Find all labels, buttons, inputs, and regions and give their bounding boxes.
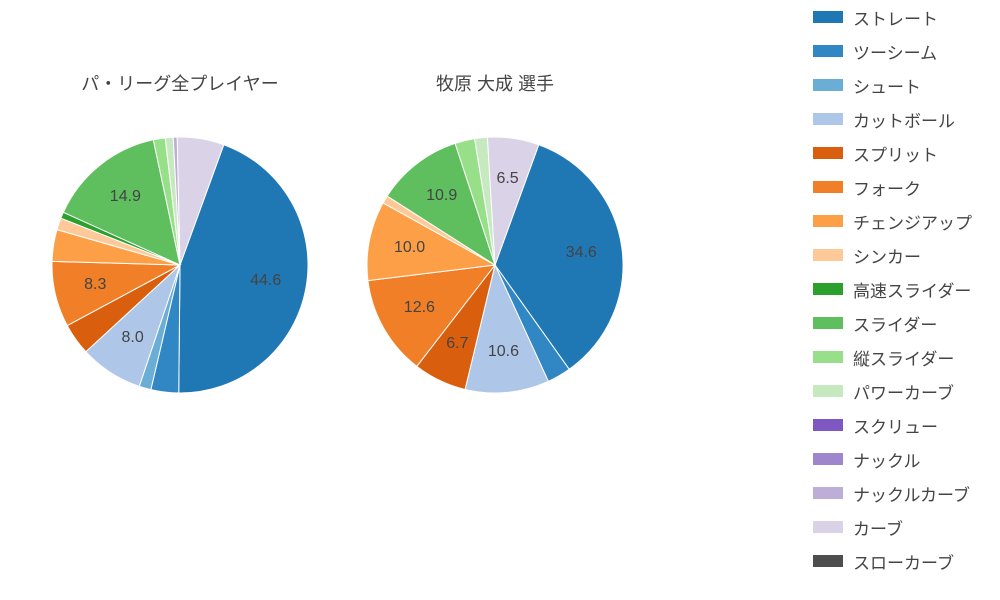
legend-item-shoot: シュート bbox=[813, 68, 972, 102]
legend-label: 高速スライダー bbox=[853, 277, 971, 302]
legend-label: シュート bbox=[853, 73, 921, 98]
legend-swatch bbox=[813, 555, 843, 567]
legend-item-sinker: シンカー bbox=[813, 238, 972, 272]
slice-label: 8.3 bbox=[84, 276, 106, 294]
slice-label: 6.7 bbox=[446, 335, 468, 353]
legend-label: ツーシーム bbox=[853, 39, 937, 64]
legend-label: シンカー bbox=[853, 243, 921, 268]
slice-label: 44.6 bbox=[250, 272, 281, 290]
slice-label: 10.0 bbox=[394, 239, 425, 257]
legend-swatch bbox=[813, 283, 843, 295]
legend-swatch bbox=[813, 521, 843, 533]
legend-label: 縦スライダー bbox=[853, 345, 954, 370]
legend-label: ストレート bbox=[853, 5, 938, 30]
legend-label: スクリュー bbox=[853, 413, 938, 438]
legend-item-split: スプリット bbox=[813, 136, 972, 170]
legend-swatch bbox=[813, 11, 843, 23]
legend-label: パワーカーブ bbox=[853, 379, 954, 404]
legend-item-two_seam: ツーシーム bbox=[813, 34, 972, 68]
legend-swatch bbox=[813, 249, 843, 261]
legend-label: チェンジアップ bbox=[853, 209, 972, 234]
legend-item-cutball: カットボール bbox=[813, 102, 972, 136]
chart-title-league: パ・リーグ全プレイヤー bbox=[81, 70, 278, 96]
slice-label: 34.6 bbox=[566, 244, 597, 262]
legend-item-straight: ストレート bbox=[813, 0, 972, 34]
legend-label: カーブ bbox=[853, 515, 903, 540]
legend-item-curve: カーブ bbox=[813, 510, 972, 544]
slice-label: 12.6 bbox=[404, 299, 435, 317]
legend-item-changeup: チェンジアップ bbox=[813, 204, 972, 238]
slice-label: 6.5 bbox=[496, 170, 518, 188]
legend-item-fork: フォーク bbox=[813, 170, 972, 204]
legend-item-vert_slider: 縦スライダー bbox=[813, 340, 972, 374]
slice-label: 8.0 bbox=[122, 329, 144, 347]
legend-item-screw: スクリュー bbox=[813, 408, 972, 442]
slice-label: 10.9 bbox=[426, 187, 457, 205]
legend-swatch bbox=[813, 453, 843, 465]
legend-swatch bbox=[813, 487, 843, 499]
legend-item-fast_slider: 高速スライダー bbox=[813, 272, 972, 306]
legend-label: スライダー bbox=[853, 311, 937, 336]
legend-swatch bbox=[813, 113, 843, 125]
slice-label: 14.9 bbox=[110, 188, 141, 206]
legend-item-slow_curve: スローカーブ bbox=[813, 544, 972, 578]
legend-swatch bbox=[813, 79, 843, 91]
legend-swatch bbox=[813, 317, 843, 329]
legend-swatch bbox=[813, 419, 843, 431]
legend-label: フォーク bbox=[853, 175, 921, 200]
legend-swatch bbox=[813, 181, 843, 193]
legend-label: スローカーブ bbox=[853, 549, 954, 574]
legend-label: ナックルカーブ bbox=[853, 481, 970, 506]
legend-swatch bbox=[813, 215, 843, 227]
legend-item-power_curve: パワーカーブ bbox=[813, 374, 972, 408]
legend-item-slider: スライダー bbox=[813, 306, 972, 340]
legend-item-knuckle_curve: ナックルカーブ bbox=[813, 476, 972, 510]
slice-label: 10.6 bbox=[488, 343, 519, 361]
legend-swatch bbox=[813, 351, 843, 363]
legend-swatch bbox=[813, 147, 843, 159]
legend-label: スプリット bbox=[853, 141, 938, 166]
legend-item-knuckle: ナックル bbox=[813, 442, 972, 476]
legend-label: カットボール bbox=[853, 107, 955, 132]
legend-swatch bbox=[813, 385, 843, 397]
legend-label: ナックル bbox=[853, 447, 921, 472]
chart-title-player: 牧原 大成 選手 bbox=[436, 70, 554, 96]
legend-swatch bbox=[813, 45, 843, 57]
legend: ストレートツーシームシュートカットボールスプリットフォークチェンジアップシンカー… bbox=[813, 0, 972, 578]
